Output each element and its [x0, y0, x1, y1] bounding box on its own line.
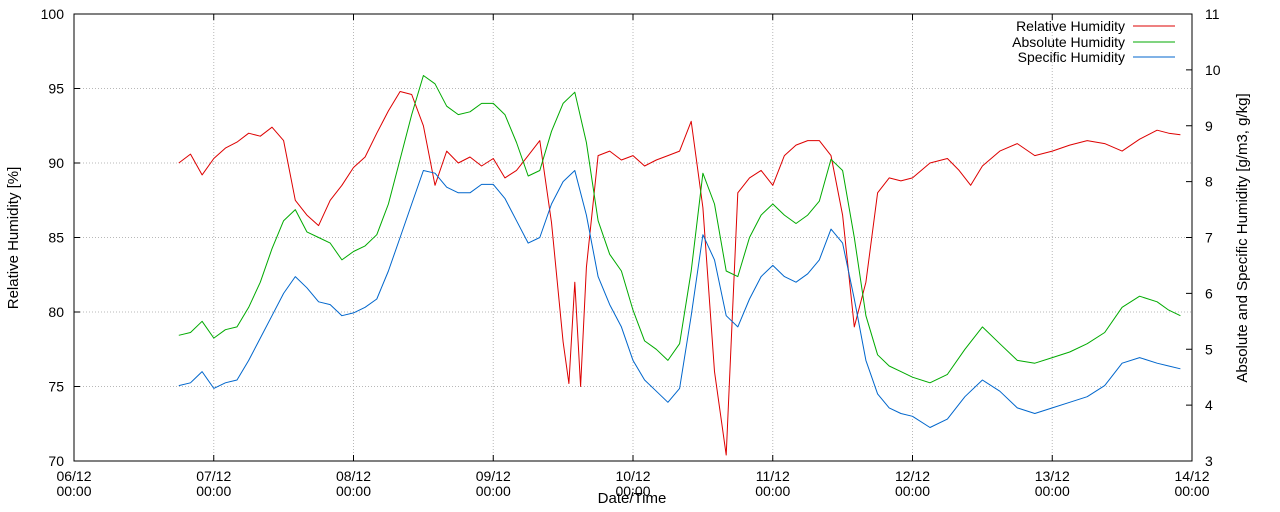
series-lines: [178, 75, 1181, 456]
x-tick-label: 13/12: [1035, 468, 1070, 484]
series-line-absolute-humidity: [178, 75, 1181, 384]
x-tick-label: 00:00: [56, 483, 91, 499]
x-axis-label: Date/Time: [598, 490, 667, 507]
y2-tick-label: 8: [1205, 174, 1213, 190]
y2-tick-label: 10: [1205, 62, 1221, 78]
grid-lines: [74, 14, 1192, 461]
y-tick-label: 75: [48, 379, 64, 395]
x-tick-label: 00:00: [476, 483, 511, 499]
legend-label-absolute-humidity: Absolute Humidity: [1012, 34, 1125, 50]
y2-tick-label: 7: [1205, 230, 1213, 246]
x-tick-label: 00:00: [196, 483, 231, 499]
y2-tick-label: 5: [1205, 341, 1213, 357]
y-axis-label: Relative Humidity [%]: [5, 167, 22, 310]
x-tick-label: 11/12: [756, 468, 790, 484]
y2-tick-label: 4: [1205, 397, 1213, 413]
series-line-specific-humidity: [178, 170, 1181, 428]
y-tick-label: 100: [41, 6, 65, 22]
x-tick-label: 09/12: [476, 468, 511, 484]
legend-label-specific-humidity: Specific Humidity: [1018, 49, 1125, 65]
x-tick-label: 00:00: [1174, 483, 1209, 499]
y2-tick-label: 9: [1205, 118, 1213, 134]
y-tick-label: 95: [48, 81, 64, 97]
y2-axis-label: Absolute and Specific Humidity [g/m3, g/…: [1234, 93, 1251, 382]
legend: Relative Humidity Absolute Humidity Spec…: [1012, 18, 1175, 65]
x-tick-label: 00:00: [755, 483, 790, 499]
x-tick-label: 07/12: [196, 468, 231, 484]
axis-ticks: 06/1200:0007/1200:0008/1200:0009/1200:00…: [41, 6, 1221, 499]
x-tick-label: 08/12: [336, 468, 371, 484]
y-tick-label: 80: [48, 304, 64, 320]
x-tick-label: 00:00: [615, 483, 650, 499]
y-tick-label: 70: [48, 453, 64, 469]
x-tick-label: 14/12: [1174, 468, 1209, 484]
x-tick-label: 00:00: [895, 483, 930, 499]
legend-label-relative-humidity: Relative Humidity: [1016, 18, 1125, 34]
y2-tick-label: 6: [1205, 285, 1213, 301]
x-tick-label: 12/12: [895, 468, 930, 484]
x-tick-label: 00:00: [336, 483, 371, 499]
x-tick-label: 10/12: [615, 468, 650, 484]
y2-tick-label: 11: [1205, 6, 1220, 22]
x-tick-label: 00:00: [1035, 483, 1070, 499]
series-line-relative-humidity: [178, 91, 1181, 456]
y-tick-label: 85: [48, 230, 64, 246]
y2-tick-label: 3: [1205, 453, 1213, 469]
x-tick-label: 06/12: [56, 468, 91, 484]
y-tick-label: 90: [48, 155, 64, 171]
